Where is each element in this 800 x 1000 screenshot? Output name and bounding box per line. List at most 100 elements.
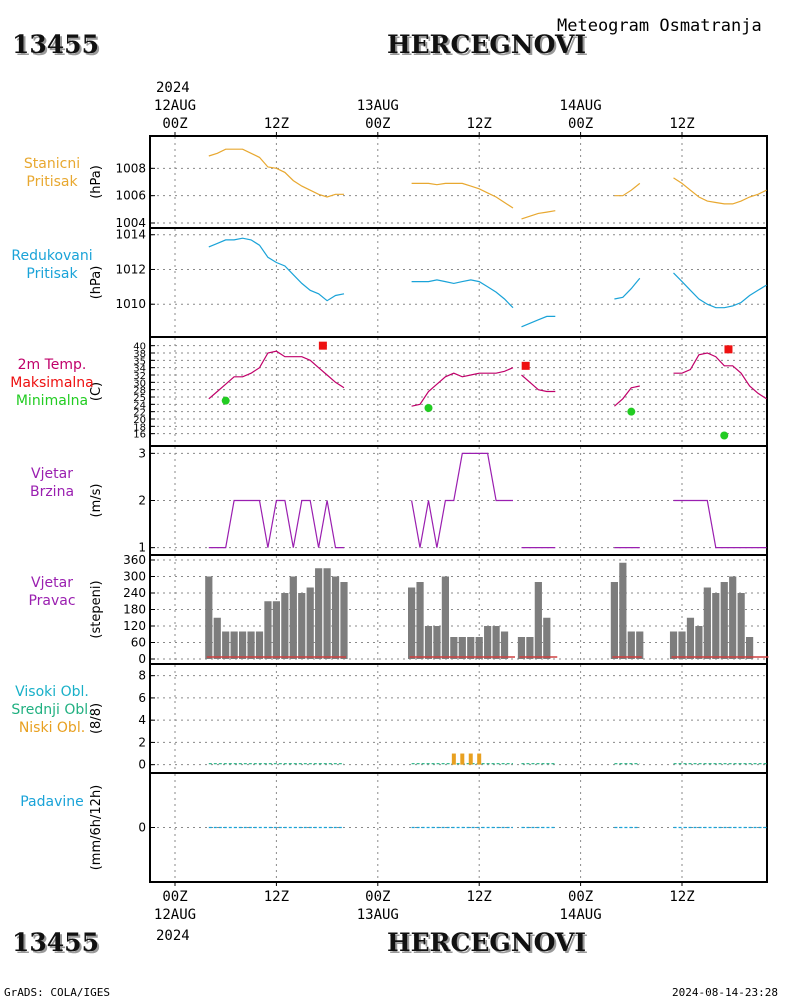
y-tick-label: 20 <box>133 415 146 426</box>
series-line <box>411 367 514 407</box>
time-hour-top: 00Z <box>568 116 593 132</box>
y-axis-label: (stepeni) <box>89 580 104 638</box>
year-label-top: 2024 <box>156 80 190 96</box>
panel-label: 2m Temp. <box>18 357 87 373</box>
temp-max-marker <box>521 361 530 370</box>
direction-bar <box>500 631 509 659</box>
station-name-shadow: HERCEGNOVI <box>389 32 588 61</box>
panel-label: Minimalna <box>16 393 88 409</box>
direction-bar <box>636 631 644 659</box>
y-tick-label: 3 <box>138 446 146 460</box>
time-hour-top: 00Z <box>162 116 187 132</box>
panel-label: Srednji Obl. <box>11 702 92 718</box>
y-tick-label: 0 <box>138 821 146 835</box>
y-tick-label: 300 <box>123 570 146 584</box>
panel-label: Maksimalna <box>10 375 94 391</box>
direction-bar <box>272 601 280 659</box>
time-date-top: 12AUG <box>154 98 196 114</box>
direction-bar <box>458 637 466 659</box>
time-hour-bottom: 12Z <box>264 889 289 905</box>
series-line <box>521 210 556 220</box>
y-tick-label: 2 <box>138 494 146 508</box>
station-id-shadow: 13455 <box>14 32 101 61</box>
y-tick-label: 180 <box>123 603 146 617</box>
direction-bar <box>331 576 340 659</box>
direction-bar <box>627 631 635 659</box>
series-line <box>411 182 514 209</box>
y-tick-label: 38 <box>133 349 146 360</box>
time-hour-top: 12Z <box>467 116 492 132</box>
series-line <box>208 350 345 400</box>
y-tick-label: 1004 <box>115 216 146 230</box>
direction-bar <box>298 593 306 659</box>
footer-timestamp: 2024-08-14-23:28 <box>672 986 778 999</box>
direction-bar <box>408 587 416 659</box>
direction-bar <box>213 617 221 659</box>
direction-bar <box>441 576 449 659</box>
panel-label: Vjetar <box>31 575 73 591</box>
temp-max-marker <box>318 341 327 350</box>
y-tick-label: 120 <box>123 619 146 633</box>
panel-label: Pritisak <box>26 266 78 282</box>
panel-padavine: 0 (mm/6h/12h) Padavine <box>20 772 768 883</box>
direction-bar <box>526 637 534 659</box>
y-tick-label: 1008 <box>115 161 146 175</box>
low-cloud-bar <box>451 753 456 765</box>
y-tick-label: 34 <box>133 364 146 375</box>
direction-bar <box>534 582 542 659</box>
direction-bar <box>222 631 230 659</box>
panel-label: Niski Obl. <box>19 720 85 736</box>
y-tick-label: 6 <box>138 691 146 705</box>
station-id-bottom-shadow: 13455 <box>14 930 101 959</box>
time-hour-top: 12Z <box>669 116 694 132</box>
series-line <box>673 272 767 309</box>
y-tick-label: 40 <box>133 342 146 353</box>
direction-bar <box>289 576 297 659</box>
y-tick-label: 22 <box>133 408 146 419</box>
panel-vjetar-brzina: 1 2 3 (m/s) Vjetar Brzina <box>30 445 768 556</box>
direction-bar <box>306 587 314 659</box>
panel-frame <box>149 663 768 774</box>
y-axis-label: (mm/6h/12h) <box>89 785 104 871</box>
y-tick-label: 16 <box>133 430 146 441</box>
y-tick-label: 0 <box>138 652 146 666</box>
time-hour-top: 00Z <box>365 116 390 132</box>
y-tick-label: 1006 <box>115 189 146 203</box>
temp-min-marker <box>627 407 636 416</box>
temp-min-marker <box>424 404 433 412</box>
direction-bar <box>467 637 475 659</box>
series-line <box>614 182 641 197</box>
series-line <box>208 499 344 549</box>
direction-bar <box>323 568 331 659</box>
direction-bar <box>475 637 483 659</box>
direction-bar <box>433 626 441 659</box>
low-cloud-bar <box>460 753 465 765</box>
y-tick-label: 0 <box>138 758 146 772</box>
temp-max-marker <box>724 345 733 354</box>
station-id-bottom: 13455 <box>12 928 99 957</box>
direction-bar <box>492 626 500 659</box>
direction-bar <box>416 582 424 659</box>
direction-bar <box>543 617 551 659</box>
y-tick-label: 24 <box>133 400 146 411</box>
direction-bar <box>712 593 720 659</box>
series-line <box>614 385 640 407</box>
series-line <box>208 148 344 198</box>
time-date-bottom: 13AUG <box>357 907 399 923</box>
time-date-bottom: 12AUG <box>154 907 196 923</box>
direction-bar <box>230 631 238 659</box>
direction-bar <box>424 626 433 659</box>
time-hour-bottom: 00Z <box>568 889 593 905</box>
low-cloud-bar <box>477 753 482 765</box>
panel-label: Redukovani <box>11 248 92 264</box>
direction-bar <box>669 631 678 659</box>
y-tick-label: 1012 <box>115 262 146 276</box>
time-hour-top: 12Z <box>264 116 289 132</box>
series-line <box>614 277 641 300</box>
direction-bar <box>315 568 323 659</box>
time-date-top: 14AUG <box>560 98 602 114</box>
y-tick-label: 28 <box>133 386 146 397</box>
direction-bar <box>281 593 289 659</box>
low-cloud-bar <box>468 753 473 765</box>
direction-bar <box>205 576 213 659</box>
